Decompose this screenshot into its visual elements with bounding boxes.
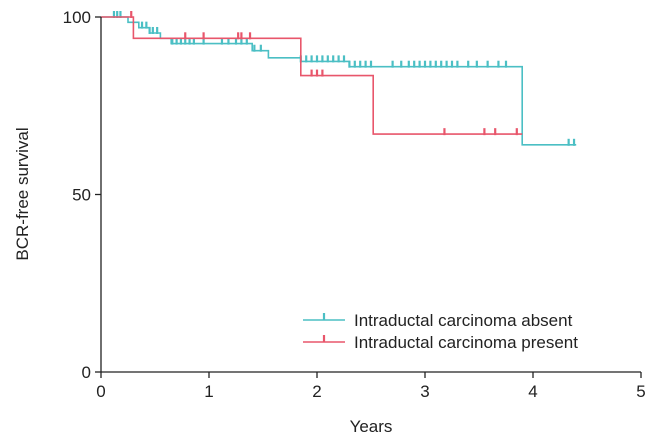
y-tick-label: 50 bbox=[72, 186, 91, 205]
series-absent bbox=[101, 11, 577, 146]
x-tick-label: 1 bbox=[204, 382, 213, 401]
x-tick-label: 3 bbox=[420, 382, 429, 401]
series-line bbox=[101, 16, 577, 146]
x-tick-label: 2 bbox=[312, 382, 321, 401]
y-axis-label: BCR-free survival bbox=[13, 127, 32, 260]
legend-item: Intraductal carcinoma present bbox=[303, 333, 578, 352]
plot-area bbox=[101, 11, 577, 146]
x-tick-label: 4 bbox=[528, 382, 537, 401]
legend-item: Intraductal carcinoma absent bbox=[303, 311, 573, 330]
x-tick-label: 0 bbox=[96, 382, 105, 401]
x-axis-label: Years bbox=[350, 417, 393, 436]
legend-label: Intraductal carcinoma present bbox=[354, 333, 578, 352]
series-present bbox=[101, 11, 523, 136]
x-ticks: 0 1 2 3 4 5 bbox=[96, 372, 646, 401]
y-tick-label: 100 bbox=[63, 8, 91, 27]
axes: 0 1 2 3 4 5 0 50 100 bbox=[63, 8, 646, 401]
legend-label: Intraductal carcinoma absent bbox=[354, 311, 573, 330]
y-tick-label: 0 bbox=[82, 363, 91, 382]
series-layer bbox=[101, 11, 577, 146]
legend: Intraductal carcinoma absent Intraductal … bbox=[303, 311, 578, 352]
series-line bbox=[101, 16, 523, 135]
y-ticks: 0 50 100 bbox=[63, 8, 101, 382]
x-tick-label: 5 bbox=[636, 382, 645, 401]
